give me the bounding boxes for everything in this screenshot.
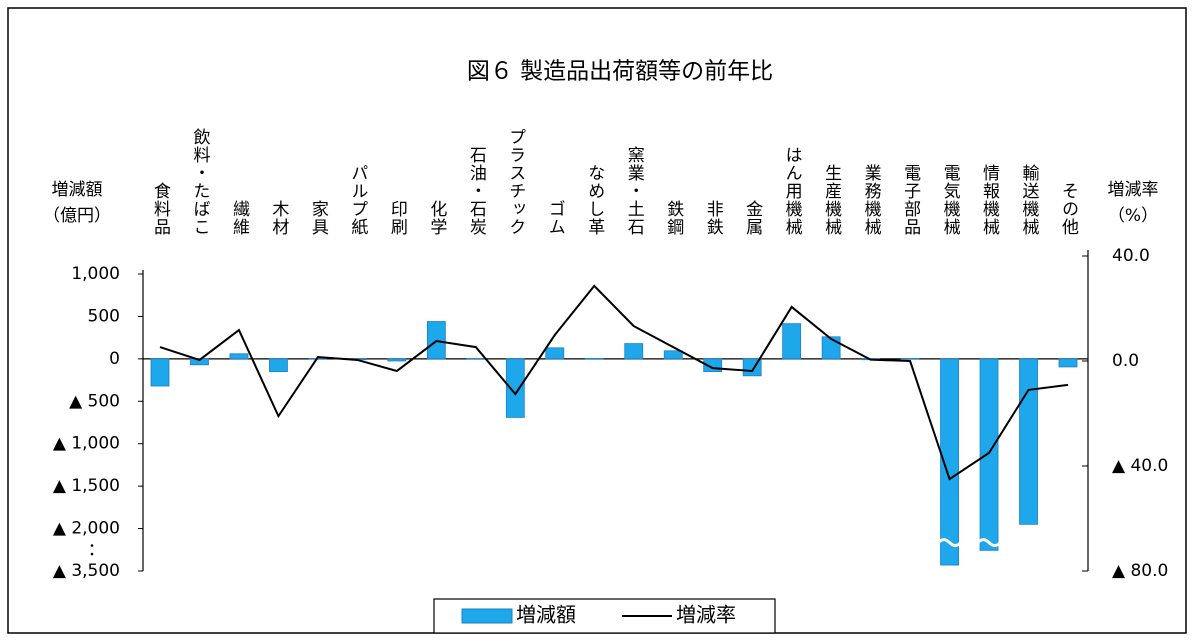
- y2-axis-unit: （%）: [1108, 206, 1158, 226]
- x-tick-label: パルプ紙: [347, 164, 368, 236]
- y2-tick-label: 40.0: [1112, 246, 1150, 266]
- y-tick-label: ▲ 1,500: [53, 476, 120, 496]
- bar: [545, 347, 565, 360]
- x-tick-label: プラスチック: [505, 128, 525, 236]
- x-tick-label: 業務機械: [861, 164, 882, 236]
- bar: [269, 358, 288, 372]
- y-tick-label: 500: [88, 306, 120, 326]
- x-tick-label: 木材: [268, 200, 289, 236]
- bar: [505, 358, 525, 418]
- x-tick-label: 金属: [742, 200, 763, 236]
- x-tick-label: 食料品: [150, 182, 171, 236]
- legend-label: 増減率: [676, 603, 736, 627]
- bar: [1058, 358, 1078, 368]
- bar: [387, 358, 407, 362]
- x-tick-label: 輸送機械: [1019, 164, 1040, 236]
- x-tick-label: 印刷: [387, 200, 408, 236]
- bar: [229, 353, 249, 360]
- x-tick-label: 化学: [426, 200, 447, 236]
- line: [159, 284, 1069, 481]
- bar: [663, 350, 683, 360]
- bar: [782, 323, 802, 360]
- x-tick-label: 家具: [308, 200, 329, 236]
- axis-break-dot: [90, 552, 94, 556]
- x-tick-label: その他: [1058, 182, 1079, 236]
- bar: [821, 336, 841, 360]
- bar-break-mark: [937, 538, 962, 548]
- x-tick-label: 電子部品: [900, 164, 921, 236]
- y-axis-unit: （億円）: [43, 206, 111, 226]
- y-tick-label: ▲ 500: [69, 391, 120, 411]
- x-tick-label: 窯業・土石: [624, 146, 645, 236]
- bar: [979, 358, 999, 551]
- x-tick-label: 石油・石炭: [466, 146, 487, 236]
- y-tick-label: 0: [109, 349, 120, 369]
- x-tick-label: はん用機械: [782, 146, 803, 236]
- x-tick-label: 繊維: [229, 200, 250, 236]
- x-tick-label: 電気機械: [940, 164, 961, 236]
- legend-label: 増減額: [516, 603, 576, 627]
- y-tick-label: ▲ 2,000: [53, 519, 120, 539]
- x-tick-label: 情報機械: [979, 164, 1000, 236]
- y2-tick-label: ▲ 40.0: [1112, 456, 1168, 476]
- axis-break-dot: [90, 544, 94, 547]
- x-tick-label: 生産機械: [821, 164, 842, 236]
- chart-title: 図６ 製造品出荷額等の前年比: [467, 59, 773, 85]
- x-tick-label: 飲料・たばこ: [189, 128, 210, 236]
- bar: [940, 358, 959, 566]
- y-tick-label: ▲ 3,500: [53, 561, 120, 581]
- bar: [150, 358, 170, 387]
- y-tick-label: 1,000: [71, 264, 120, 284]
- frame: [7, 7, 1187, 634]
- x-tick-label: 鉄鋼: [663, 200, 684, 236]
- y2-axis-title: 増減率: [1108, 180, 1159, 200]
- x-tick-label: ゴム: [545, 200, 565, 236]
- y-tick-label: ▲ 1,000: [53, 434, 120, 454]
- y2-tick-label: 0.0: [1112, 351, 1139, 371]
- bar-break-mark: [976, 538, 1002, 548]
- bar: [1019, 358, 1038, 525]
- y-axis-title: 増減額: [52, 180, 103, 200]
- x-tick-label: 非鉄: [703, 200, 724, 236]
- bar: [624, 343, 644, 360]
- legend-swatch: [461, 608, 513, 624]
- x-tick-label: なめし革: [584, 164, 605, 236]
- y2-tick-label: ▲ 80.0: [1112, 561, 1168, 581]
